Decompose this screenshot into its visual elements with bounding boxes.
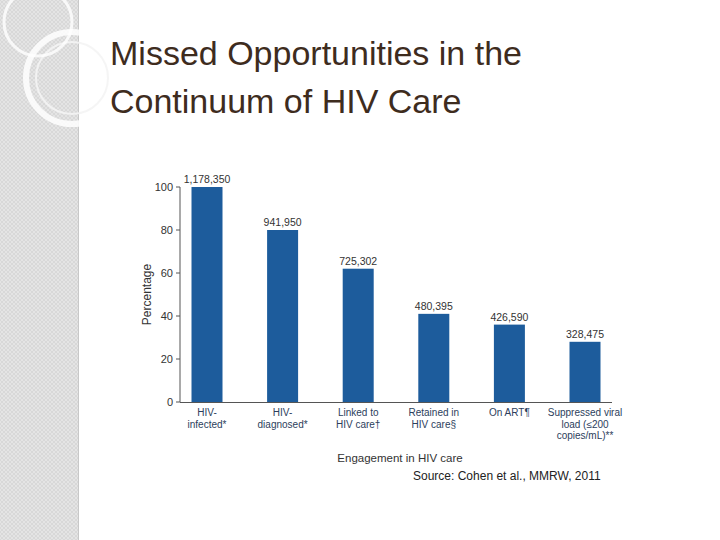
bar [343, 269, 374, 402]
y-axis-line [180, 187, 181, 402]
bar [494, 325, 525, 402]
y-tick [176, 273, 180, 274]
category-label: Suppressed viralload (≤200copies/mL)** [548, 407, 622, 441]
y-tick [176, 316, 180, 317]
chart-area [140, 160, 617, 468]
category-label-line: Linked to [338, 407, 379, 418]
category-label-line: On ART¶ [489, 407, 530, 418]
y-tick [176, 359, 180, 360]
count-label: 426,590 [490, 311, 528, 323]
slide-title: Missed Opportunities in the [110, 34, 522, 72]
category-label-line: HIV- [197, 407, 216, 418]
y-tick [176, 230, 180, 231]
bar [418, 314, 449, 402]
y-tick [176, 187, 180, 188]
side-strip [0, 0, 78, 540]
bars [192, 187, 601, 402]
deco-ring [26, 32, 118, 124]
category-label-line: diagnosed* [258, 419, 308, 430]
category-label-line: HIV- [273, 407, 292, 418]
y-tick-label: 60 [161, 267, 173, 279]
slide: Missed Opportunities in the Continuum of … [0, 0, 720, 540]
category-label: On ART¶ [489, 407, 530, 418]
y-tick-label: 0 [167, 396, 173, 408]
slide-bg [0, 0, 720, 540]
category-label: HIV-infected* [188, 407, 227, 430]
count-label: 725,302 [339, 255, 377, 267]
y-axis-label: Percentage [140, 263, 154, 325]
category-label-line: HIV care† [336, 419, 380, 430]
category-label-line: load (≤200 [561, 419, 609, 430]
y-tick [176, 402, 180, 403]
slide-title: Continuum of HIV Care [110, 82, 462, 120]
bar [192, 187, 223, 402]
category-label-line: HIV care§ [412, 419, 456, 430]
deco-ring [36, 42, 108, 114]
count-label: 328,475 [566, 328, 604, 340]
deco-ring [4, 0, 72, 56]
category-label: Retained inHIV care§ [409, 407, 460, 430]
bar [267, 230, 298, 402]
y-tick-label: 80 [161, 224, 173, 236]
bar [570, 342, 601, 402]
count-label: 1,178,350 [184, 173, 231, 185]
y-tick-label: 100 [155, 181, 173, 193]
count-label: 480,395 [415, 300, 453, 312]
category-label-line: infected* [188, 419, 227, 430]
side-strip-edge [78, 0, 79, 540]
category-label: HIV-diagnosed* [258, 407, 308, 430]
category-label-line: Retained in [409, 407, 460, 418]
x-axis-label: Engagement in HIV care [337, 452, 462, 464]
category-label: Linked toHIV care† [336, 407, 380, 430]
y-tick-label: 20 [161, 353, 173, 365]
source-note: Source: Cohen et al., MMRW, 2011 [413, 469, 601, 483]
y-tick-label: 40 [161, 310, 173, 322]
category-label-line: copies/mL)** [557, 430, 614, 441]
x-axis-line [180, 402, 612, 403]
count-label: 941,950 [264, 216, 302, 228]
category-label-line: Suppressed viral [548, 407, 622, 418]
